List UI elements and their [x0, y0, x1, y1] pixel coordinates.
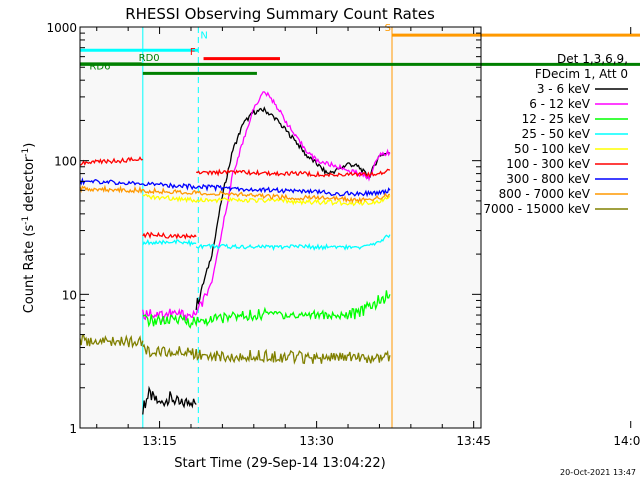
flag-label-rd0: RD0: [139, 53, 160, 64]
flag-bars: NF S RD0 RD6: [80, 23, 640, 75]
legend-label-3: 25 - 50 keV: [522, 127, 591, 141]
flag-vertical-lines: [142, 27, 393, 428]
legend-label-7: 800 - 7000 keV: [499, 187, 591, 201]
series-8-segment-1: [142, 343, 391, 365]
series-5-segment-2: [195, 168, 391, 178]
legend-header-line-2: FDecim 1, Att 0: [535, 67, 628, 81]
y-tick-label-2: 100: [54, 155, 77, 169]
x-axis-label: Start Time (29-Sep-14 13:04:22): [174, 456, 385, 471]
series-5-segment-1: [142, 231, 197, 240]
series-3-segment-1: [195, 234, 391, 252]
series-8-segment-0: [79, 334, 144, 349]
flag-label-n: N: [200, 31, 207, 42]
series-3-segment-0: [142, 238, 197, 248]
legend-header-line-1: Det 1,3,6,9,: [557, 52, 628, 66]
series-2-segment-0: [142, 290, 391, 329]
x-tick-label-1: 13:30: [299, 434, 334, 448]
y-tick-label-1: 10: [62, 288, 77, 302]
legend-label-2: 12 - 25 keV: [522, 112, 591, 126]
plot-frame: [79, 26, 482, 429]
x-tick-label-0: 13:15: [142, 434, 177, 448]
series-1-segment-1: [195, 91, 391, 315]
legend-label-6: 300 - 800 keV: [506, 172, 590, 186]
legend-label-1: 6 - 12 keV: [529, 97, 591, 111]
x-tick-label-2: 13:45: [456, 434, 491, 448]
series-7-segment-0: [79, 184, 391, 204]
chart-title: RHESSI Observing Summary Count Rates: [125, 5, 435, 23]
y-tick-label-3: 1000: [46, 21, 77, 35]
series-4-segment-0: [142, 193, 391, 207]
legend-label-5: 100 - 300 keV: [506, 157, 590, 171]
series-0-segment-0: [142, 385, 197, 415]
generation-timestamp: 20-Oct-2021 13:47: [560, 468, 636, 477]
legend-label-0: 3 - 6 keV: [537, 82, 591, 96]
plot-area: [80, 27, 481, 428]
series-0-segment-1: [195, 106, 391, 311]
flag-label-f: F: [190, 47, 196, 58]
flag-label-s: S: [385, 23, 391, 34]
legend: Det 1,3,6,9, FDecim 1, Att 0 3 - 6 keV6 …: [483, 52, 628, 216]
series-lines: [79, 91, 391, 415]
y-axis-label: Count Rate (s-1 detector-1): [21, 143, 37, 314]
y-tick-label-0: 1: [69, 422, 77, 436]
x-tick-label-3: 14:00: [613, 434, 640, 448]
series-5-segment-0: [79, 156, 143, 166]
legend-label-4: 50 - 100 keV: [514, 142, 591, 156]
series-6-segment-0: [79, 177, 391, 198]
flag-label-rd6: RD6: [89, 62, 110, 73]
legend-label-8: 7000 - 15000 keV: [483, 202, 590, 216]
